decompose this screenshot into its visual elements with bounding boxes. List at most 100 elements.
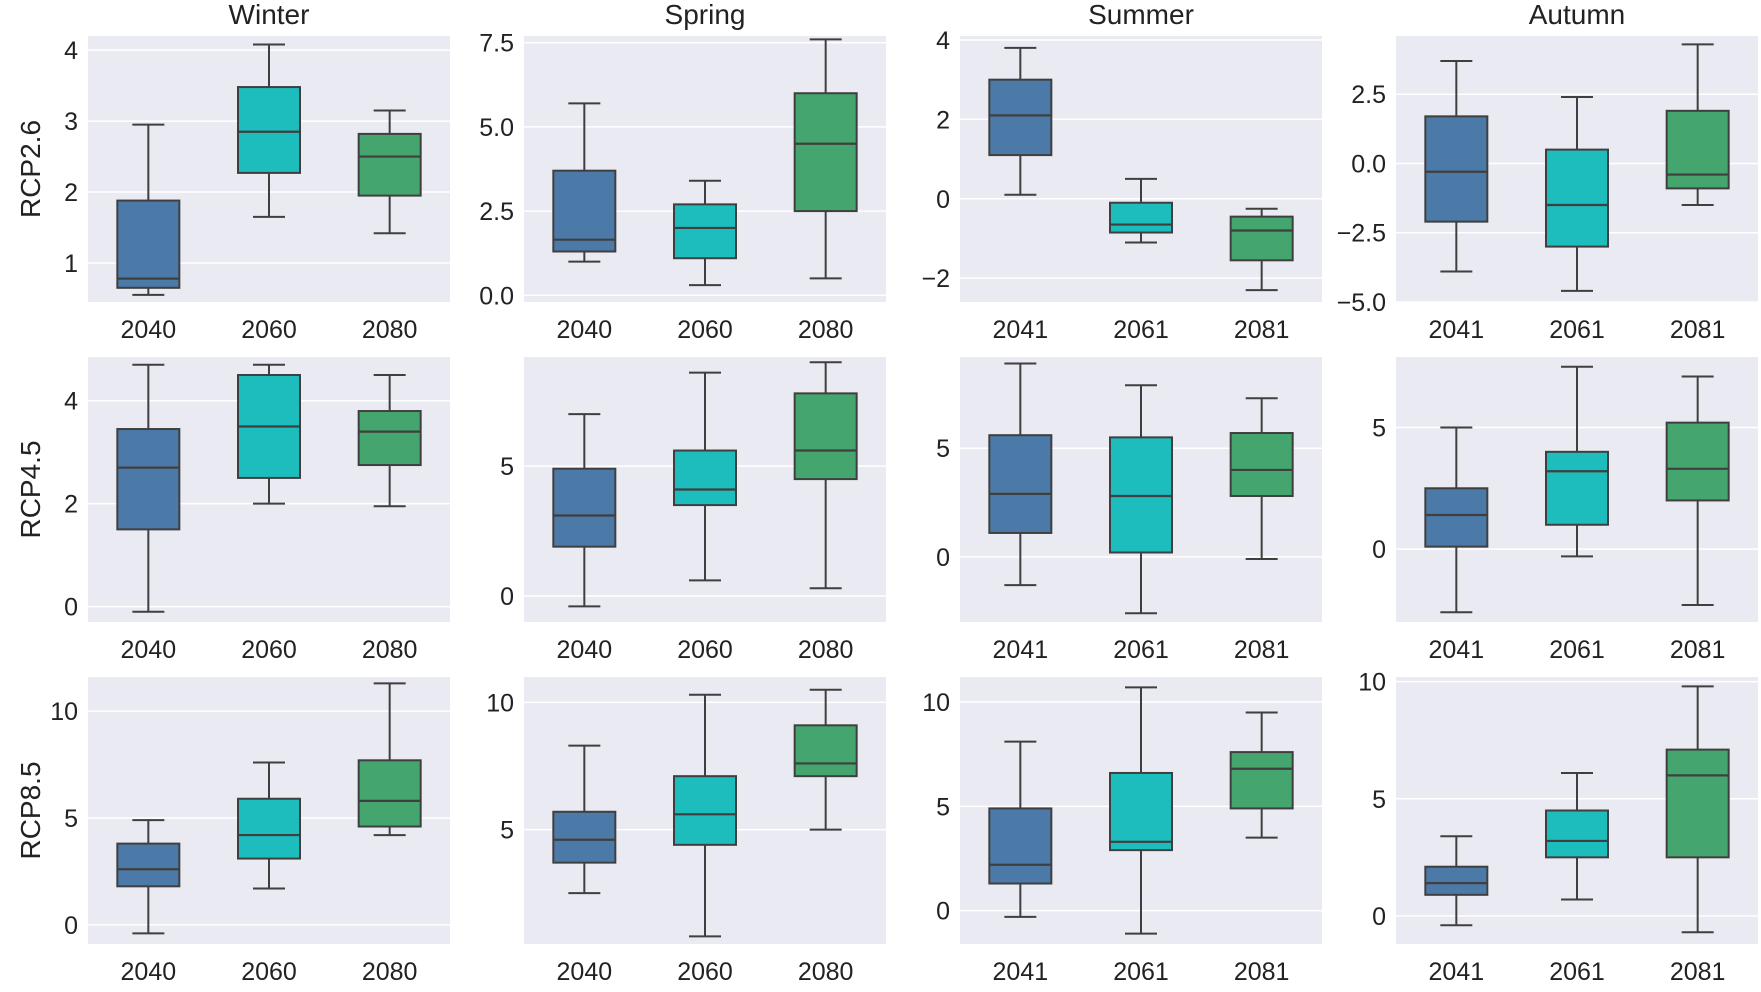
box-body <box>1109 201 1173 234</box>
y-tick-label: 0 <box>936 186 950 214</box>
x-tick-label: 2041 <box>993 636 1049 664</box>
box-2060 <box>673 179 737 287</box>
y-tick-label: 10 <box>486 689 514 717</box>
box-2061 <box>1545 365 1609 558</box>
x-tick-label: 2040 <box>557 636 613 664</box>
box-2041 <box>988 740 1053 918</box>
box-2081 <box>1229 711 1294 839</box>
y-tick-label: 5.0 <box>479 114 514 142</box>
y-tick-label: 10 <box>1358 669 1386 697</box>
box-2061 <box>1109 177 1173 244</box>
x-tick-label: 2040 <box>121 958 177 986</box>
x-tick-label: 2061 <box>1113 636 1169 664</box>
box-body <box>237 86 301 174</box>
box-body <box>1545 450 1609 526</box>
y-tick-label: 2 <box>64 491 78 519</box>
column-title-winter: Winter <box>229 0 310 30</box>
x-tick-label: 2080 <box>362 636 418 664</box>
x-tick-label: 2041 <box>1429 958 1485 986</box>
box-2060 <box>673 693 737 938</box>
x-tick-label: 2081 <box>1670 316 1726 344</box>
y-tick-label: 0 <box>936 544 950 572</box>
box-2040 <box>116 819 181 935</box>
box-2081 <box>1665 375 1730 606</box>
x-tick-label: 2040 <box>557 316 613 344</box>
panel-rcp45-spring: 0 5 2040 2060 2080 <box>500 357 886 664</box>
y-tick-label: 1 <box>64 250 78 278</box>
y-tick-label: −5.0 <box>1337 289 1386 317</box>
y-tick-label: 5 <box>936 435 950 463</box>
box-2060 <box>673 371 737 582</box>
x-tick-label: 2061 <box>1549 958 1605 986</box>
box-2040 <box>552 744 617 895</box>
box-body <box>357 132 422 197</box>
y-tick-label: 5 <box>64 805 78 833</box>
box-2080 <box>793 688 858 831</box>
box-2040 <box>552 102 617 263</box>
box-body <box>1109 771 1173 852</box>
x-tick-label: 2060 <box>677 958 733 986</box>
y-tick-label: 5 <box>500 453 514 481</box>
box-body <box>1665 109 1730 190</box>
y-tick-label: 5 <box>1372 415 1386 443</box>
box-2041 <box>988 362 1053 587</box>
box-body <box>1665 748 1730 859</box>
column-title-summer: Summer <box>1088 0 1194 30</box>
y-tick-label: 2.5 <box>1351 81 1386 109</box>
box-2060 <box>237 363 301 505</box>
box-2060 <box>237 43 301 218</box>
box-2040 <box>116 123 181 296</box>
box-body <box>552 467 617 548</box>
y-tick-label: 4 <box>64 388 78 416</box>
plot-background <box>960 36 1322 302</box>
box-2081 <box>1665 685 1730 934</box>
row-label-rcp45: RCP4.5 <box>15 440 46 538</box>
y-tick-label: 0.0 <box>1351 150 1386 178</box>
x-tick-label: 2060 <box>241 316 297 344</box>
box-body <box>357 759 422 828</box>
panel-rcp85-spring: 5 10 2040 2060 2080 <box>486 677 886 986</box>
x-tick-label: 2061 <box>1113 316 1169 344</box>
box-2080 <box>793 38 858 280</box>
box-body <box>988 78 1053 157</box>
x-tick-label: 2041 <box>993 958 1049 986</box>
y-tick-label: −2 <box>921 265 950 293</box>
y-tick-label: 10 <box>50 698 78 726</box>
x-tick-label: 2080 <box>798 958 854 986</box>
y-tick-label: 0 <box>1372 903 1386 931</box>
y-tick-label: 10 <box>922 689 950 717</box>
box-2041 <box>988 46 1053 196</box>
x-tick-label: 2060 <box>677 636 733 664</box>
x-tick-label: 2061 <box>1549 316 1605 344</box>
box-2081 <box>1229 397 1294 561</box>
panel-rcp26-autumn: −5.0 −2.5 0.0 2.5 2041 2061 2081 <box>1337 36 1758 344</box>
box-body <box>988 807 1053 885</box>
y-tick-label: 5 <box>500 817 514 845</box>
x-tick-label: 2041 <box>993 316 1049 344</box>
box-body <box>673 203 737 260</box>
box-body <box>1229 432 1294 498</box>
x-tick-label: 2041 <box>1429 316 1485 344</box>
x-tick-label: 2081 <box>1234 958 1290 986</box>
y-tick-label: 5 <box>936 793 950 821</box>
box-body <box>1545 148 1609 248</box>
box-body <box>116 428 181 531</box>
box-body <box>1424 487 1489 548</box>
row-label-rcp85: RCP8.5 <box>15 761 46 859</box>
box-2061 <box>1545 95 1609 292</box>
x-tick-label: 2040 <box>121 316 177 344</box>
x-tick-label: 2080 <box>798 316 854 344</box>
y-tick-label: −2.5 <box>1337 220 1386 248</box>
panel-rcp26-winter: 1 2 3 4 2040 2060 2080 <box>64 36 450 344</box>
y-tick-label: 5 <box>1372 786 1386 814</box>
box-body <box>357 410 422 467</box>
x-tick-label: 2081 <box>1670 958 1726 986</box>
box-2080 <box>793 361 858 590</box>
box-body <box>1229 215 1294 262</box>
box-body <box>1424 865 1489 896</box>
panel-rcp45-summer: 0 5 2041 2061 2081 <box>936 357 1322 664</box>
box-2080 <box>357 682 422 837</box>
box-2080 <box>357 109 422 235</box>
